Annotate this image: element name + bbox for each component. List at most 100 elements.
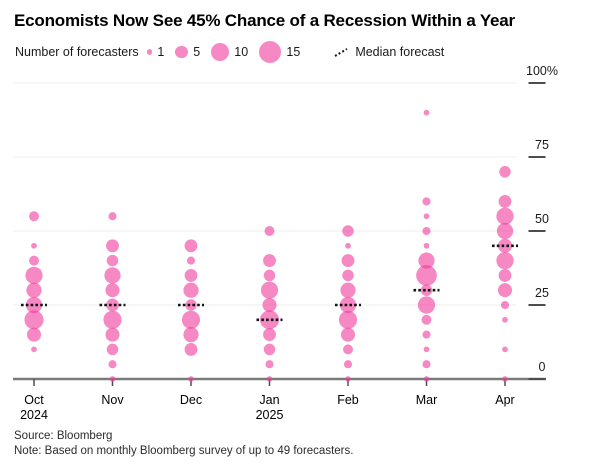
y-tick-label: 25 (535, 286, 549, 300)
forecaster-bubble (496, 222, 514, 240)
forecaster-bubble (265, 360, 274, 369)
forecaster-bubble (183, 282, 199, 298)
forecaster-bubble (423, 213, 430, 220)
legend-size-label: 1 (157, 45, 165, 59)
month-label: Jan (259, 393, 279, 407)
source-text: Source: Bloomberg (14, 430, 113, 442)
forecaster-bubble (342, 225, 354, 237)
forecaster-bubble (29, 211, 39, 222)
forecaster-bubble (422, 226, 431, 236)
forecaster-bubble (338, 310, 358, 329)
forecaster-bubble (184, 239, 198, 253)
forecaster-bubble (497, 238, 513, 253)
forecaster-bubble (416, 265, 437, 286)
forecaster-bubble (106, 239, 119, 253)
forecaster-bubble (343, 344, 353, 355)
legend-size-item: 1 (146, 45, 165, 59)
forecaster-bubble (263, 343, 276, 356)
forecaster-bubble (105, 327, 120, 342)
legend-size-label: 15 (286, 45, 301, 59)
forecaster-bubble (26, 327, 42, 342)
forecaster-bubble (106, 254, 119, 267)
forecaster-bubble (184, 342, 198, 356)
forecaster-bubble (496, 251, 514, 270)
forecaster-bubble (502, 316, 508, 323)
forecaster-bubble (26, 282, 42, 298)
forecaster-bubble (496, 207, 514, 225)
forecaster-bubble (260, 281, 279, 299)
forecaster-bubble (423, 242, 430, 249)
forecaster-bubble (422, 330, 431, 339)
month-label: Mar (416, 393, 438, 407)
forecaster-bubble (341, 254, 355, 268)
forecaster-bubble (104, 267, 121, 284)
month-label: Dec (180, 393, 202, 407)
forecaster-bubble (422, 197, 431, 206)
legend-bubble-icon (259, 40, 282, 64)
forecaster-bubble (423, 376, 430, 382)
forecaster-bubble (29, 255, 39, 266)
legend-size-item: 15 (259, 40, 301, 64)
forecaster-bubble (263, 269, 276, 282)
forecaster-bubble (423, 109, 430, 116)
legend-bubble-icon (211, 42, 230, 62)
forecaster-bubble (186, 256, 196, 265)
month-label: Oct (24, 393, 44, 407)
forecaster-bubble (417, 296, 436, 314)
forecaster-bubble (339, 296, 357, 314)
legend-size-item: 5 (175, 45, 200, 59)
year-label: 2025 (256, 408, 284, 422)
legend-title: Number of forecasters (15, 45, 139, 59)
legend-median-item: Median forecast (333, 45, 444, 59)
forecaster-bubble (263, 254, 276, 268)
forecaster-bubble (181, 310, 201, 329)
year-label: 2024 (20, 408, 48, 422)
month-label: Nov (101, 393, 124, 407)
forecaster-bubble (188, 376, 194, 382)
forecaster-bubble (499, 166, 511, 178)
forecaster-bubble (25, 296, 43, 314)
forecaster-bubble (502, 376, 508, 382)
forecaster-bubble (498, 268, 512, 282)
forecaster-bubble (340, 327, 356, 342)
forecaster-bubble (497, 283, 513, 298)
forecaster-bubble (420, 284, 433, 296)
y-tick-label: 75 (535, 138, 549, 152)
forecaster-bubble (345, 376, 351, 382)
forecaster-bubble (345, 242, 351, 249)
forecaster-bubble (264, 226, 275, 236)
forecaster-bubble (108, 360, 117, 369)
forecaster-bubble (263, 328, 276, 342)
forecaster-bubble (418, 252, 435, 269)
forecaster-bubble (184, 268, 198, 282)
legend-median-label: Median forecast (355, 45, 445, 59)
month-label: Apr (495, 393, 514, 407)
forecaster-bubble (25, 266, 43, 285)
forecaster-bubble (421, 314, 432, 325)
forecaster-bubble (24, 310, 44, 330)
forecaster-bubble (105, 283, 120, 298)
legend-bubble-icon (146, 49, 153, 55)
forecaster-bubble (185, 299, 197, 311)
y-tick-label: 0 (539, 360, 546, 374)
forecaster-bubble (343, 360, 353, 369)
forecaster-bubble (31, 242, 37, 249)
legend-size-label: 10 (234, 44, 249, 59)
forecaster-bubble (500, 300, 510, 310)
legend-size-scale: 1 5 10 15 (146, 40, 312, 64)
forecaster-bubble (423, 346, 430, 353)
legend-size-label: 5 (193, 45, 201, 59)
forecaster-bubble (183, 327, 199, 343)
chart-title: Economists Now See 45% Chance of a Reces… (14, 11, 515, 30)
forecaster-bubble (106, 298, 119, 312)
legend-bubble-icon (175, 45, 189, 59)
y-tick-label: 100% (526, 64, 558, 78)
forecaster-bubble (422, 360, 431, 369)
forecaster-bubble (31, 346, 37, 353)
forecaster-bubble (262, 297, 277, 313)
forecaster-bubble (340, 282, 356, 298)
forecaster-bubble (108, 212, 117, 221)
forecaster-bubble (259, 310, 280, 330)
